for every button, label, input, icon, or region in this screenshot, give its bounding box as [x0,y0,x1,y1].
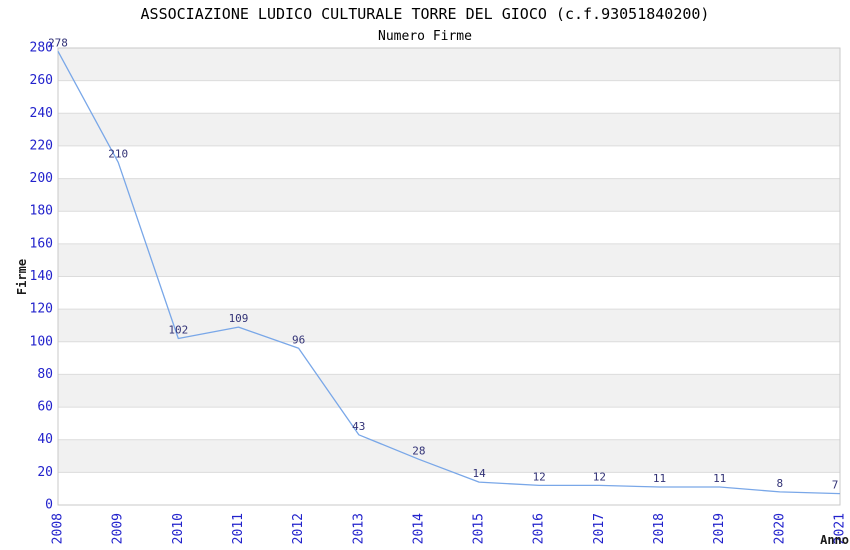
data-label: 11 [653,472,666,485]
data-label: 109 [229,312,249,325]
y-tick-label: 140 [30,269,53,284]
x-tick-label: 2016 [532,513,547,544]
x-tick-label: 2012 [291,513,306,544]
x-tick-label: 2010 [171,513,186,544]
y-tick-label: 180 [30,204,53,219]
data-label: 102 [168,324,188,337]
y-tick-label: 260 [30,73,53,88]
data-label: 8 [776,477,783,490]
y-tick-label: 40 [37,432,53,447]
data-label: 14 [472,467,486,480]
x-tick-label: 2008 [51,513,66,544]
chart-title: ASSOCIAZIONE LUDICO CULTURALE TORRE DEL … [141,5,710,23]
data-label: 11 [713,472,726,485]
data-label: 43 [352,420,365,433]
data-label: 278 [48,36,68,49]
x-tick-label: 2021 [833,513,848,544]
grid-band [58,178,840,212]
plot-area: 278 210 102 109 96 43 28 14 12 12 11 11 8 7 0 20 40 60 80 1… [30,36,848,544]
series-line [57,50,841,495]
x-tick-label: 2020 [772,513,787,544]
data-label: 96 [292,333,305,346]
x-tick-label: 2013 [351,513,366,544]
y-tick-label: 280 [30,41,53,56]
y-tick-label: 100 [30,334,53,349]
y-tick-label: 0 [45,498,53,513]
x-tick-label: 2011 [231,513,246,544]
y-axis-title: Firme [15,259,29,295]
y-tick-label: 20 [37,465,53,480]
plot-border [57,47,841,506]
data-label: 210 [108,147,128,160]
y-tick-label: 80 [37,367,53,382]
grid-band [58,243,840,277]
x-tick-label: 2018 [652,513,667,544]
y-tick-label: 240 [30,106,53,121]
x-tick-label: 2019 [712,513,727,544]
grid-band [58,439,840,473]
x-tick-label: 2015 [472,513,487,544]
x-tick-label: 2017 [592,513,607,544]
grid-band [58,48,840,81]
x-axis-title: Anno [820,533,849,547]
grid-band [58,113,840,146]
y-tick-label: 120 [30,302,53,317]
grid-band [58,374,840,408]
y-tick-label: 60 [37,400,53,415]
y-tick-label: 160 [30,236,53,251]
x-tick-label: 2009 [111,513,126,544]
data-label: 12 [593,470,606,483]
data-label: 12 [533,470,546,483]
y-tick-label: 220 [30,138,53,153]
data-label: 28 [412,444,425,457]
y-tick-label: 200 [30,171,53,186]
chart-subtitle: Numero Firme [378,29,472,44]
x-tick-label: 2014 [411,513,426,544]
data-label: 7 [832,479,839,492]
